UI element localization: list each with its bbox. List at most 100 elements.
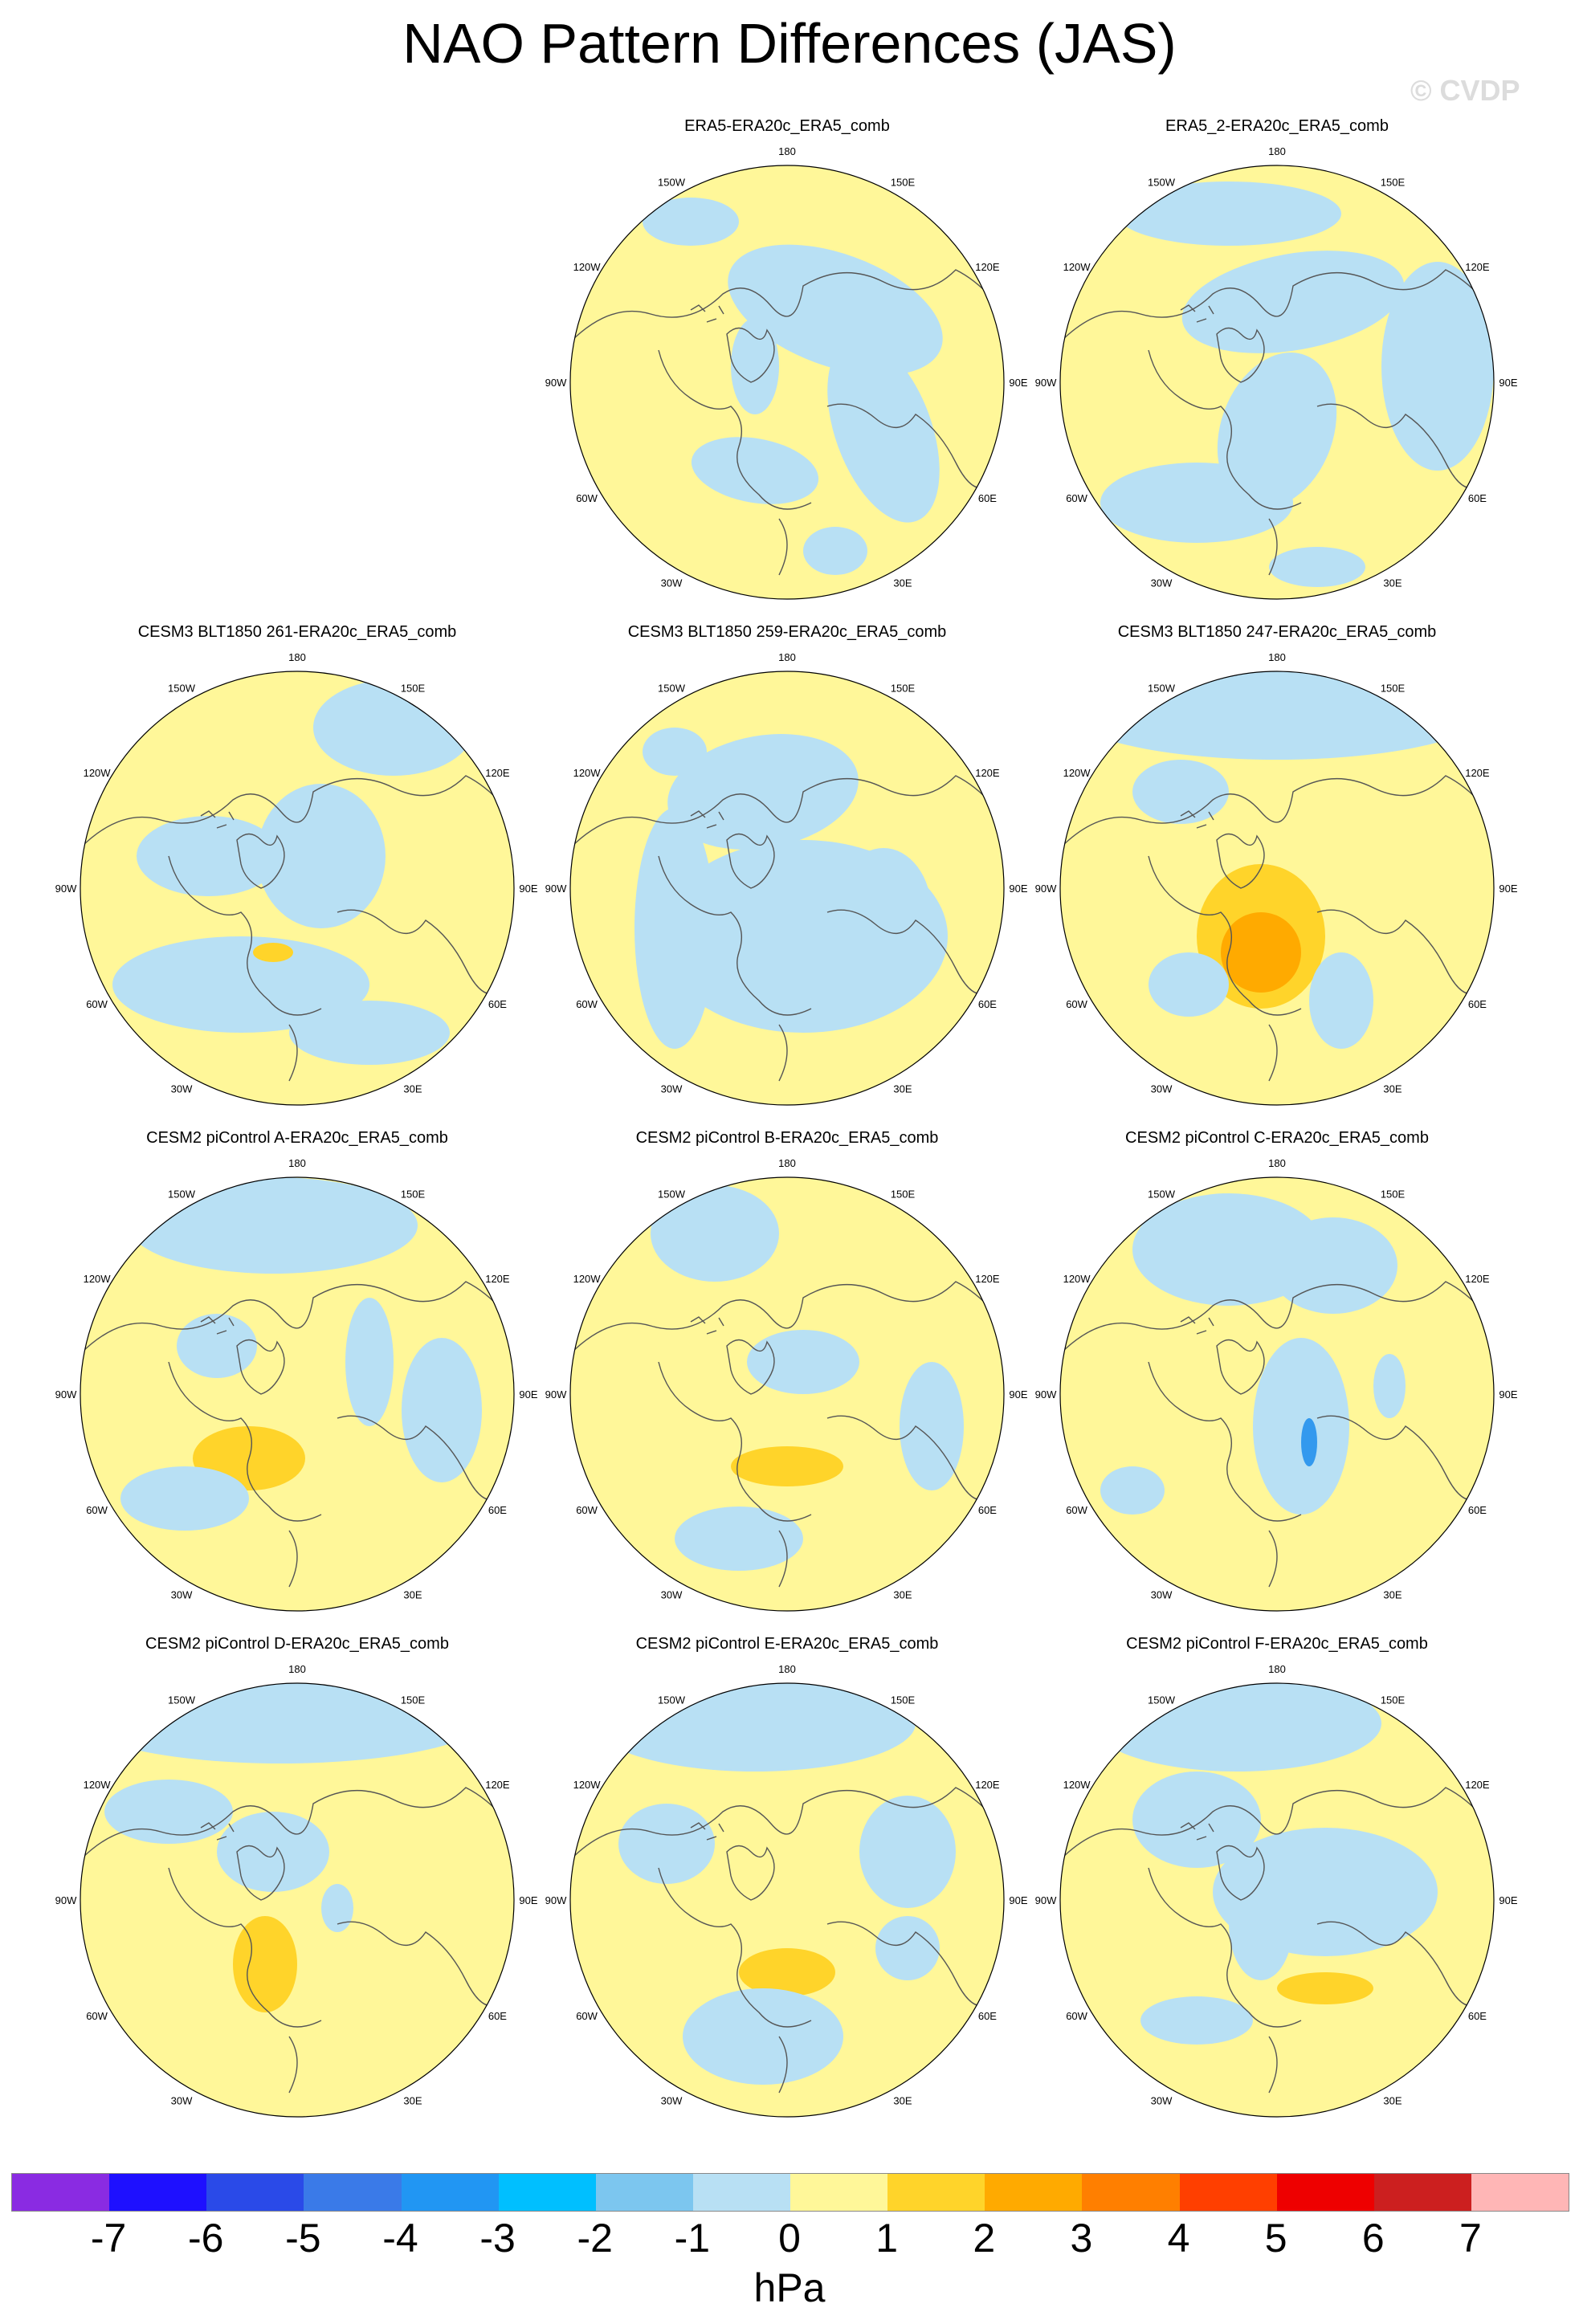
map-border: [1059, 165, 1495, 600]
map-panel-4: CESM3 BLT1850 259-ERA20c_ERA5_comb 180 15…: [538, 623, 1036, 1113]
longitude-label: 90E: [1499, 883, 1517, 895]
longitude-label: 120E: [1465, 1273, 1490, 1285]
colorbar-tick-label: -6: [188, 2216, 224, 2261]
coastline: [778, 518, 788, 576]
coastline: [658, 855, 812, 1016]
coastline: [1060, 269, 1494, 343]
longitude-label: 180: [1268, 651, 1286, 663]
coastline: [337, 909, 499, 995]
coastline: [826, 1415, 989, 1501]
coastline: [236, 1845, 285, 1901]
coastline: [658, 349, 812, 510]
negative-anomaly: [618, 1804, 715, 1884]
colorbar-box: [498, 2174, 596, 2211]
longitude-label: 60E: [978, 2010, 997, 2022]
colorbar-labels: -7 -6 -5 -4 -3 -2 -1 0 1 2 3 4 5 6 7: [11, 2215, 1568, 2263]
longitude-label: 90E: [1009, 883, 1027, 895]
coastline: [1268, 518, 1278, 576]
colorbar-box: [1471, 2174, 1569, 2211]
longitude-label: 90E: [1499, 377, 1517, 389]
colorbar-tick-label: 4: [1167, 2216, 1190, 2261]
longitude-label: 180: [288, 1663, 306, 1675]
colorbar-box: [206, 2174, 304, 2211]
coastlines: [1060, 775, 1494, 1082]
longitude-label: 180: [778, 1663, 796, 1675]
panel-title: CESM2 piControl C-ERA20c_ERA5_comb: [1125, 1129, 1429, 1147]
colorbar-tick-label: 3: [1070, 2216, 1093, 2261]
polar-map: 180150W150E120W120E90W90E60W60E30W30E0: [545, 1663, 1028, 2118]
coastline: [80, 775, 514, 849]
coastline: [1060, 1787, 1494, 1861]
polar-map: 180150W150E120W120E90W90E60W60E30W30E0: [1035, 145, 1518, 600]
longitude-label: 120E: [485, 1273, 510, 1285]
map-panel-11: CESM2 piControl F-ERA20c_ERA5_comb 180 15…: [1028, 1635, 1526, 2125]
negative-anomaly: [1100, 1466, 1165, 1515]
negative-anomaly: [667, 733, 859, 850]
negative-anomaly: [1269, 547, 1365, 587]
longitude-label: 120E: [485, 767, 510, 779]
longitude-label: 180: [778, 1157, 796, 1169]
longitude-label: 120E: [975, 1779, 1000, 1791]
positive-anomaly: [1277, 1972, 1373, 2004]
longitude-label: 120W: [84, 1779, 112, 1791]
negative-anomaly: [900, 1362, 964, 1490]
longitude-label: 120E: [485, 1779, 510, 1791]
map-border: [1059, 1682, 1495, 2118]
longitude-label: 180: [288, 1157, 306, 1169]
longitude-label: 120W: [1063, 767, 1091, 779]
coastlines: [570, 1281, 1004, 1588]
longitude-label: 150W: [658, 177, 686, 189]
map-panel-5: CESM3 BLT1850 247-ERA20c_ERA5_comb 180 15…: [1028, 623, 1526, 1113]
map-panel-9: CESM2 piControl D-ERA20c_ERA5_comb 180 15…: [48, 1635, 546, 2125]
longitude-label: 150E: [1381, 177, 1406, 189]
longitude-label: 30W: [1151, 1082, 1173, 1095]
coastline: [826, 909, 989, 995]
map-border: [1059, 1176, 1495, 1612]
coastline: [1268, 1024, 1278, 1082]
longitude-label: 30W: [171, 1588, 193, 1600]
negative-anomaly: [321, 1884, 353, 1932]
colorbar-box: [304, 2174, 402, 2211]
negative-anomaly: [651, 1185, 779, 1282]
longitude-label: 150E: [891, 1189, 916, 1201]
coastline: [1216, 1339, 1265, 1395]
anomaly-layer: [1100, 181, 1494, 587]
polar-map: 180150W150E120W120E90W90E60W60E30W30E0: [545, 145, 1028, 600]
longitude-label: 150E: [401, 1189, 426, 1201]
colorbar-box: [1179, 2174, 1277, 2211]
colorbar-box: [1373, 2174, 1471, 2211]
coastline: [1216, 1845, 1265, 1901]
colorbar-box: [790, 2174, 888, 2211]
longitude-label: 60E: [1468, 492, 1487, 504]
positive-field: [570, 1177, 1004, 1611]
coastline: [200, 1822, 235, 1841]
negative-anomaly: [1253, 1338, 1349, 1515]
longitude-label: 30E: [1383, 577, 1402, 589]
longitude-label: 120W: [573, 1273, 602, 1285]
longitude-label: 30W: [661, 1082, 683, 1095]
coastline: [1180, 1822, 1214, 1841]
longitude-label: 30E: [403, 1588, 422, 1600]
longitude-label: 60W: [86, 998, 108, 1010]
map-panel-2: ERA5_2-ERA20c_ERA5_comb 180 150W 150E 120W 1…: [1028, 117, 1526, 607]
positive-anomaly: [731, 1446, 843, 1486]
coastline: [726, 1339, 775, 1395]
longitude-label: 90E: [1009, 1894, 1027, 1906]
coastline: [1180, 810, 1214, 829]
longitude-label: 180: [1268, 145, 1286, 157]
longitude-label: 150W: [658, 683, 686, 695]
longitude-label: 60W: [86, 1504, 108, 1516]
coastline: [1148, 855, 1302, 1016]
colorbar-tick-label: -3: [479, 2216, 516, 2261]
coastline: [658, 1361, 812, 1522]
cvdp-watermark: © CVDP: [1410, 74, 1520, 107]
longitude-label: 150W: [658, 1189, 686, 1201]
negative-anomaly: [402, 1338, 482, 1482]
map-panel-3: CESM3 BLT1850 261-ERA20c_ERA5_comb 180 15…: [48, 623, 546, 1113]
longitude-label: 90W: [1035, 1388, 1057, 1401]
coastline: [726, 1845, 775, 1901]
negative-anomaly: [1140, 1996, 1253, 2045]
coastline: [168, 1361, 322, 1522]
negative-anomaly: [289, 1001, 450, 1065]
negative-anomaly: [594, 1683, 916, 1772]
